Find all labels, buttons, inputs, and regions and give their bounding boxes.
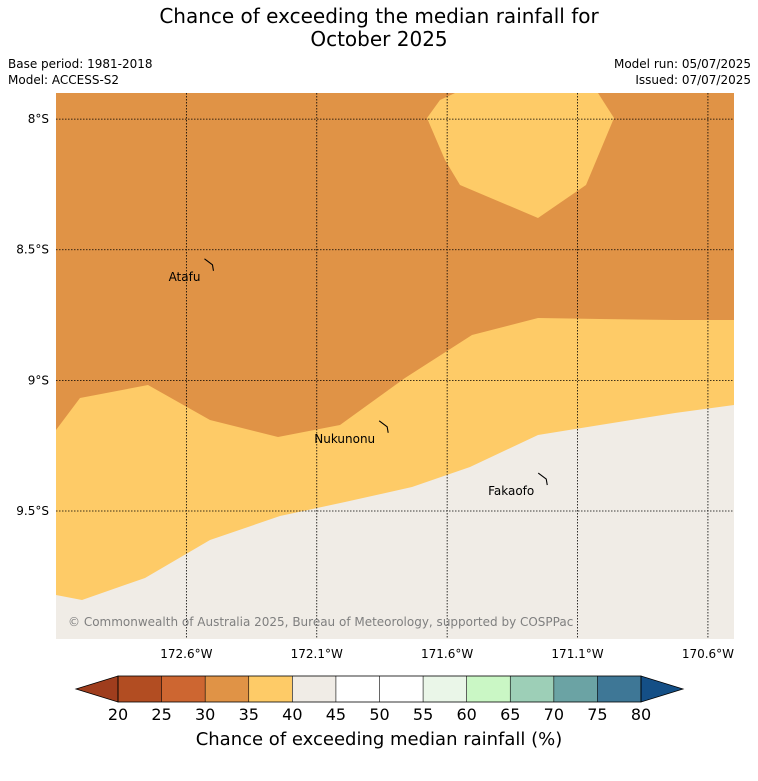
- island-outline: [537, 472, 548, 486]
- colorbar-under-arrow: [74, 675, 119, 703]
- place-atafu: Atafu: [169, 258, 215, 284]
- colorbar-segment: [292, 676, 336, 702]
- colorbar-tick-label: 30: [195, 705, 215, 724]
- colorbar-frame: [117, 675, 642, 703]
- zone-40-45-percent: [56, 405, 734, 639]
- metadata-left: Base period: 1981-2018 Model: ACCESS-S2: [8, 56, 153, 88]
- title-line-1: Chance of exceeding the median rainfall …: [159, 4, 599, 28]
- colorbar-tick-label: 75: [587, 705, 607, 724]
- colorbar-segment: [161, 676, 206, 702]
- lat-tick-label: 8°S: [28, 112, 49, 126]
- lon-tick-label: 172.1°W: [291, 647, 343, 661]
- colorbar-segment: [423, 676, 467, 702]
- colorbar-tick-label: 65: [500, 705, 520, 724]
- colorbar-tick-label: 40: [282, 705, 302, 724]
- copyright-notice: © Commonwealth of Australia 2025, Bureau…: [68, 615, 573, 629]
- model-name: Model: ACCESS-S2: [8, 73, 120, 87]
- metadata-right: Model run: 05/07/2025 Issued: 07/07/2025: [614, 56, 751, 88]
- issued-date: Issued: 07/07/2025: [635, 73, 751, 87]
- colorbar-segment: [118, 676, 162, 702]
- model-run: Model run: 05/07/2025: [613, 57, 751, 71]
- title-line-2: October 2025: [310, 27, 448, 51]
- lon-tick-label: 171.6°W: [421, 647, 473, 661]
- island-outline: [204, 258, 215, 271]
- place-nukunonu: Nukunonu: [314, 420, 389, 446]
- lon-tick-label: 171.1°W: [551, 647, 603, 661]
- colorbar-segment: [205, 676, 249, 702]
- place-label: Atafu: [169, 270, 201, 284]
- graticule: [56, 93, 734, 639]
- lat-tick-label: 9.5°S: [16, 504, 49, 518]
- colorbar-tick-label: 35: [239, 705, 259, 724]
- lat-tick-label: 8.5°S: [16, 243, 49, 257]
- colorbar-over-arrow: [640, 675, 685, 703]
- lon-tick-label: 172.6°W: [160, 647, 212, 661]
- lon-tick-label: 170.6°W: [682, 647, 734, 661]
- colorbar-segment: [597, 676, 641, 702]
- colorbar-segment: [248, 676, 293, 702]
- colorbar-tick-label: 80: [631, 705, 651, 724]
- colorbar-tick-label: 55: [413, 705, 433, 724]
- axis-labels: 8°S 8.5°S 9°S 9.5°S 172.6°W 172.1°W 171.6°W 171…: [16, 112, 734, 661]
- colorbar-tick-label: 25: [151, 705, 171, 724]
- island-outline: [378, 420, 389, 433]
- map-plot-area: Atafu Nukunonu Fakaofo © Commonwealth of A…: [56, 93, 734, 639]
- map-title: Chance of exceeding the median rainfall …: [0, 5, 758, 51]
- zone-35-40-percent-north: [427, 93, 614, 218]
- place-label: Fakaofo: [488, 484, 534, 498]
- colorbar-title: Chance of exceeding median rainfall (%): [195, 729, 563, 750]
- colorbar-tick-label: 45: [326, 705, 346, 724]
- place-fakaofo: Fakaofo: [488, 472, 548, 498]
- colorbar-tick-label: 20: [108, 705, 128, 724]
- colorbar-tick-label: 70: [544, 705, 564, 724]
- colorbar-segment: [379, 676, 424, 702]
- colorbar-segment: [335, 676, 380, 702]
- place-label: Nukunonu: [314, 432, 375, 446]
- place-markers: Atafu Nukunonu Fakaofo: [169, 258, 548, 498]
- colorbar-tick-label: 50: [369, 705, 389, 724]
- colorbar-tick-label: 60: [456, 705, 476, 724]
- colorbar-segment: [466, 676, 511, 702]
- colorbar: 20 25 30 35 40 45 50 55 60 65 70 75 80: [74, 675, 685, 724]
- colorbar-segment: [510, 676, 554, 702]
- lat-tick-label: 9°S: [28, 373, 49, 387]
- base-period: Base period: 1981-2018: [8, 57, 153, 71]
- colorbar-segment: [553, 676, 598, 702]
